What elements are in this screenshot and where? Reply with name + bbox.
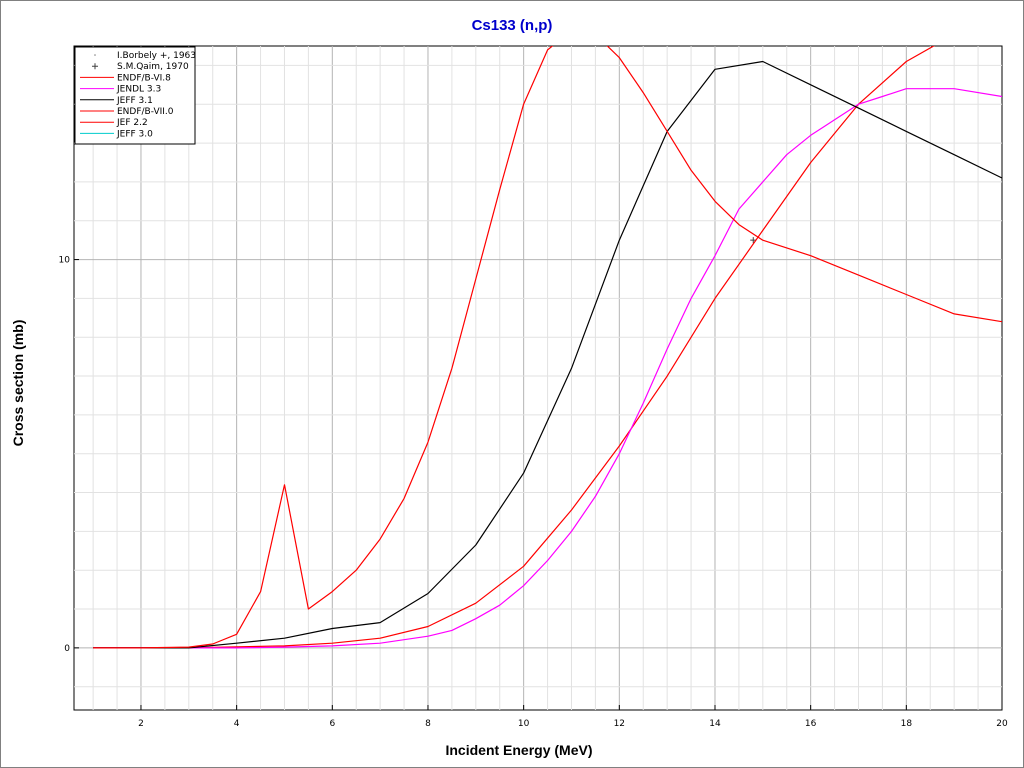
legend-label: S.M.Qaim, 1970	[117, 62, 189, 72]
series-line-jeff-3-1	[93, 60, 1002, 649]
x-tick-label: 12	[614, 719, 625, 729]
y-tick-label: 10	[59, 256, 71, 266]
x-tick-label: 10	[518, 719, 530, 729]
series-line-endf-b-vi-8	[93, 46, 935, 649]
axis-ticks: 2 4 6 8 10 12 14 16 18 20 0 10	[59, 256, 1008, 729]
legend-label: ENDF/B-VI.8	[117, 73, 171, 83]
x-axis-label: Incident Energy (MeV)	[445, 742, 592, 758]
legend-label: JEFF 3.1	[116, 96, 153, 106]
legend-label: JEF 2.2	[116, 118, 148, 128]
legend-label: I.Borbely +, 1963	[117, 51, 196, 61]
x-tick-label: 18	[901, 719, 913, 729]
legend-label: ENDF/B-VII.0	[117, 107, 174, 117]
legend-label: JEFF 3.0	[116, 129, 153, 139]
legend-marker	[92, 63, 98, 70]
x-tick-label: 6	[329, 719, 335, 729]
chart-title: Cs133 (n,p)	[472, 17, 553, 34]
grid	[74, 46, 1002, 710]
x-tick-label: 8	[425, 719, 431, 729]
series-line-endf-b-vii-0	[93, 46, 1002, 649]
plot-area	[73, 45, 1003, 711]
x-tick-label: 14	[709, 719, 721, 729]
legend-marker	[94, 54, 96, 56]
series-line-jendl-3-3	[93, 88, 1002, 649]
x-tick-label: 16	[805, 719, 817, 729]
y-axis-label: Cross section (mb)	[10, 320, 26, 447]
y-tick-label: 0	[64, 644, 70, 654]
x-tick-label: 20	[996, 719, 1008, 729]
legend-box	[74, 46, 196, 145]
legend-label: JENDL 3.3	[116, 85, 161, 95]
series-layer	[93, 46, 1002, 649]
x-tick-label: 2	[138, 719, 144, 729]
x-tick-label: 4	[234, 719, 240, 729]
